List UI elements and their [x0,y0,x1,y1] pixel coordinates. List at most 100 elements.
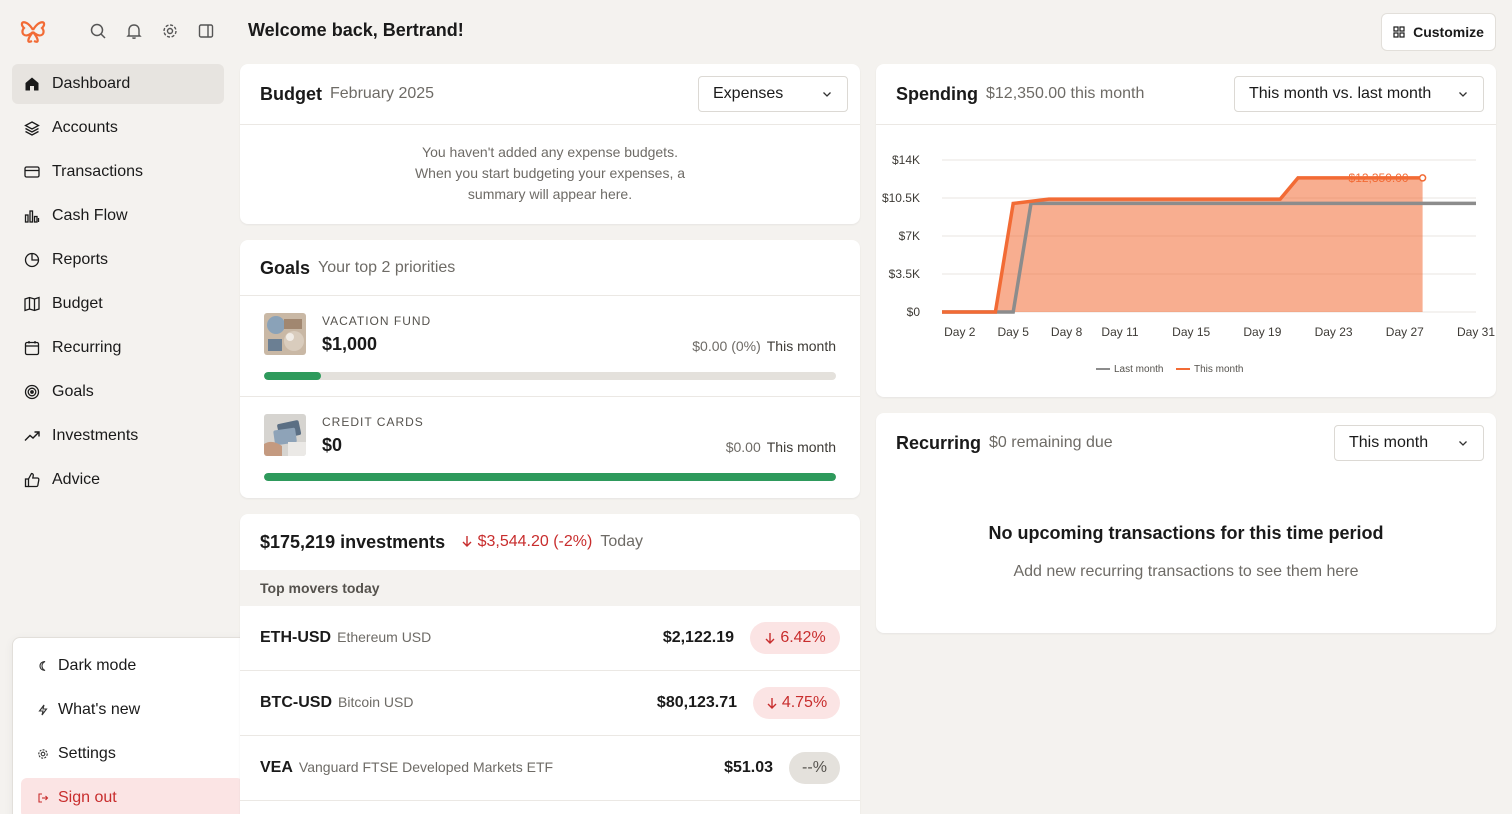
calendar-icon [24,341,40,356]
bell-icon[interactable] [125,22,143,40]
sidebar-item-dashboard[interactable]: Dashboard [12,64,224,104]
sidebar-item-goals[interactable]: Goals [12,372,224,412]
dark-mode-item[interactable]: Dark mode [21,646,243,686]
spending-select-value: This month vs. last month [1249,85,1432,102]
this-month-line [942,176,1423,314]
mover-price: $51.03 [724,759,773,776]
investments-card: $175,219 investments $3,544.20 (-2%) Tod… [240,514,860,814]
budget-empty-line: When you start budgeting your expenses, … [414,165,686,181]
y-tick-label: $0 [907,305,921,319]
whats-new-item[interactable]: What's new [21,690,243,730]
arrow-down-icon [767,698,777,709]
mover-symbol-text: ETH-USD [260,629,332,646]
top-movers-header: Top movers today [240,570,860,606]
budget-empty-message: You haven't added any expense budgets. W… [240,142,860,205]
sidebar-item-investments[interactable]: Investments [12,416,224,456]
mover-symbol: ETH-USD Ethereum USD [260,629,431,647]
mover-price: $2,122.19 [662,629,734,646]
mover-symbol-text: VEA [260,759,293,776]
x-tick-label: Day 19 [1243,325,1281,339]
goal-progress-text: $0.00 (0%) [692,338,761,354]
app-logo-icon[interactable] [18,16,48,46]
y-tick-label: $14K [892,153,920,167]
sidebar-item-label: Cash Flow [52,207,128,224]
this-month-end-label: $12,350.00 [1349,171,1409,185]
sidebar-item-advice[interactable]: Advice [12,460,224,500]
whats-new-label: What's new [58,701,141,718]
budget-type-select[interactable]: Expenses [698,76,848,112]
spending-title: Spending [896,83,978,104]
x-tick-label: Day 27 [1386,325,1424,339]
sidebar-item-label: Dashboard [52,75,131,92]
sidebar-item-label: Advice [52,471,101,488]
y-tick-label: $7K [899,229,920,243]
this-month-area [942,177,1423,312]
legend-this-month-label: This month [1194,364,1243,375]
mover-row[interactable]: VEA Vanguard FTSE Developed Markets ETF $… [240,736,860,801]
mover-name: Bitcoin USD [338,694,414,710]
x-tick-label: Day 31 [1457,325,1495,339]
investments-change: $3,544.20 (-2%) [461,533,592,551]
sidebar-item-cash-flow[interactable]: Cash Flow [12,196,224,236]
arrow-down-icon [765,633,775,644]
recurring-card: Recurring $0 remaining due This month No… [876,413,1496,633]
sidebar-item-accounts[interactable]: Accounts [12,108,224,148]
budget-select-value: Expenses [713,85,784,102]
trending-up-icon [24,431,40,441]
goal-progress-fill [264,372,322,380]
investments-period: Today [600,533,644,550]
recurring-period-select[interactable]: This month [1334,425,1484,461]
sign-out-label: Sign out [58,789,117,806]
goal-amount: $0 [322,435,343,455]
chevron-down-icon [823,92,831,97]
user-menu-popup: Dark mode What's new Settings Sign out [12,637,252,814]
gear-icon [38,749,48,759]
budget-header: Budget February 2025 [260,64,434,124]
goals-header: Goals Your top 2 priorities [260,240,455,296]
settings-label: Settings [58,745,116,762]
mover-symbol: BTC-USD Bitcoin USD [260,694,413,712]
investments-change-value: $3,544.20 (-2%) [477,533,593,550]
bolt-icon [38,704,48,716]
chevron-down-icon [1459,92,1467,97]
mover-change-badge: --% [789,752,840,784]
mover-name: Vanguard FTSE Developed Markets ETF [298,759,554,775]
recurring-empty-subtitle: Add new recurring transactions to see th… [1013,563,1359,580]
goal-period: This month [766,338,836,354]
search-icon[interactable] [89,22,107,40]
settings-item[interactable]: Settings [21,734,243,774]
spending-period-select[interactable]: This month vs. last month [1234,76,1484,112]
mover-row[interactable]: BTC-USD Bitcoin USD $80,123.71 4.75% [240,671,860,736]
divider [240,124,860,125]
mover-change-badge: 4.75% [753,687,840,719]
recurring-select-value: This month [1349,434,1429,451]
divider [240,295,860,296]
goals-card: Goals Your top 2 priorities VACATION FUN… [240,240,860,498]
sign-out-item[interactable]: Sign out [21,778,243,814]
spending-header: Spending $12,350.00 this month [896,64,1144,124]
goal-progress-meta: $0.00 (0%) This month [692,338,836,354]
budget-empty-line: You haven't added any expense budgets. [422,144,678,160]
goal-progress-bar [264,473,836,481]
card-icon [24,166,40,178]
panel-toggle-icon[interactable] [197,22,215,40]
gear-icon[interactable] [161,22,179,40]
target-icon [24,384,40,400]
sidebar-item-transactions[interactable]: Transactions [12,152,224,192]
goal-progress-bar [264,372,836,380]
sidebar-item-budget[interactable]: Budget [12,284,224,324]
sidebar-item-reports[interactable]: Reports [12,240,224,280]
mover-row[interactable]: ETH-USD Ethereum USD $2,122.19 6.42% [240,606,860,671]
spending-card: Spending $12,350.00 this month This mont… [876,64,1496,397]
mover-symbol-text: BTC-USD [260,694,332,711]
customize-button[interactable]: Customize [1381,13,1496,51]
chevron-down-icon [1459,441,1467,446]
y-tick-label: $10.5K [882,191,920,205]
x-tick-label: Day 15 [1172,325,1210,339]
sidebar: Dashboard Accounts Transactions Cash Flo… [0,0,252,814]
investments-header: $175,219 investments $3,544.20 (-2%) Tod… [260,514,643,570]
recurring-title: Recurring [896,432,982,453]
sidebar-item-label: Recurring [52,339,122,356]
sidebar-item-recurring[interactable]: Recurring [12,328,224,368]
goal-name: VACATION FUND [322,314,432,328]
